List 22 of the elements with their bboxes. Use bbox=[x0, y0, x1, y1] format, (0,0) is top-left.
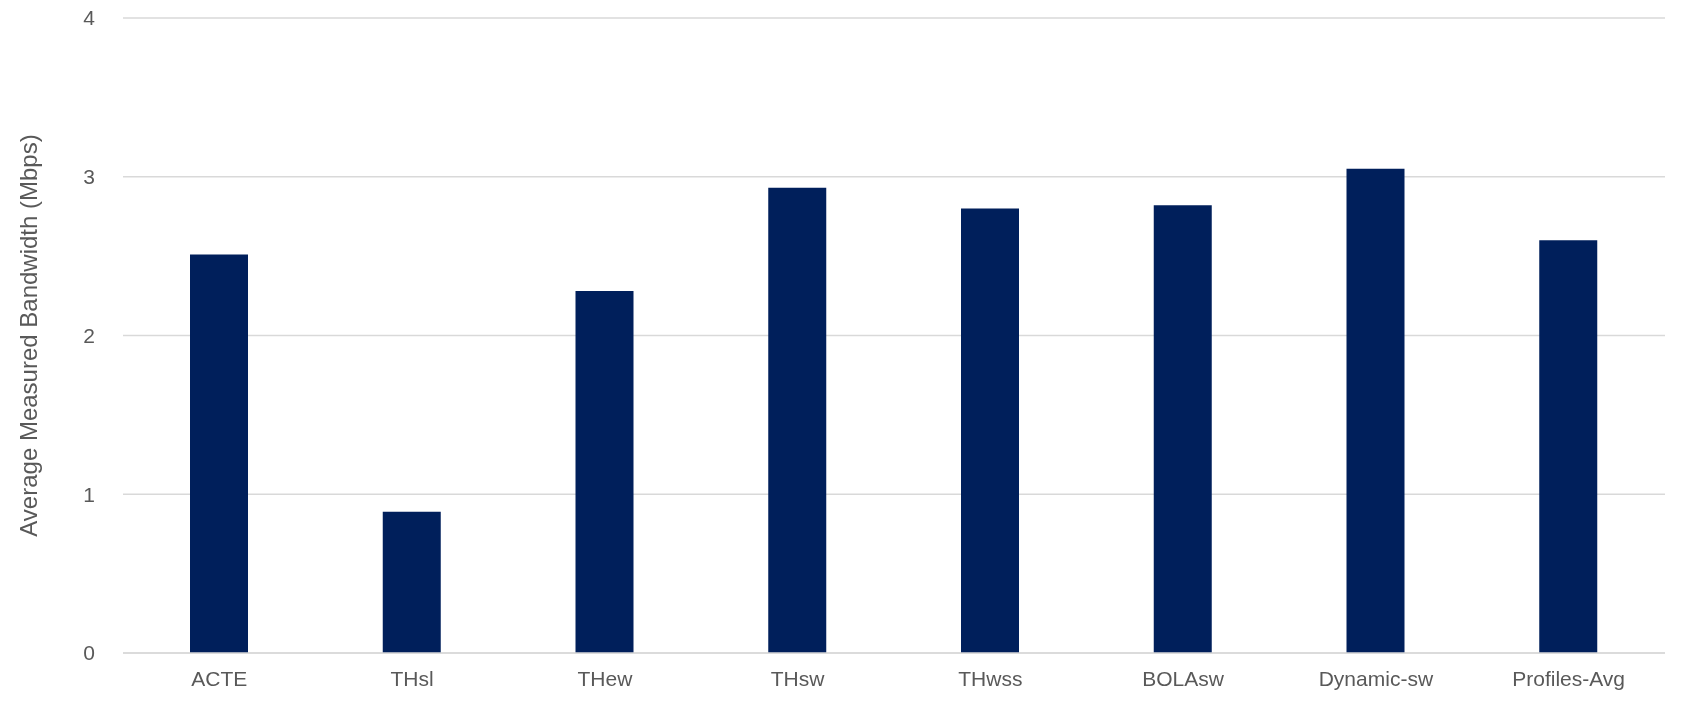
x-tick-label: Profiles-Avg bbox=[1512, 666, 1626, 690]
x-tick-label: THwss bbox=[958, 666, 1023, 690]
bar bbox=[575, 291, 634, 653]
x-tick-label: ACTE bbox=[191, 666, 248, 690]
bar bbox=[1346, 168, 1405, 653]
y-axis-title: Average Measured Bandwidth (Mbps) bbox=[14, 134, 42, 537]
y-tick-label: 1 bbox=[83, 482, 95, 506]
bar bbox=[961, 208, 1019, 653]
bar bbox=[382, 511, 441, 653]
bar bbox=[190, 254, 248, 653]
bar bbox=[768, 187, 827, 653]
x-tick-label: THsl bbox=[390, 666, 434, 690]
y-tick-label: 4 bbox=[83, 6, 96, 30]
x-tick-label: THsw bbox=[770, 666, 826, 690]
bar bbox=[1539, 240, 1598, 653]
x-tick-label: BOLAsw bbox=[1142, 666, 1225, 690]
x-tick-label: Dynamic-sw bbox=[1318, 666, 1434, 690]
y-tick-label: 2 bbox=[83, 323, 95, 347]
x-tick-label: THew bbox=[577, 666, 634, 690]
y-tick-label: 3 bbox=[83, 165, 95, 189]
y-tick-label: 0 bbox=[83, 641, 95, 665]
bar bbox=[1153, 205, 1212, 653]
